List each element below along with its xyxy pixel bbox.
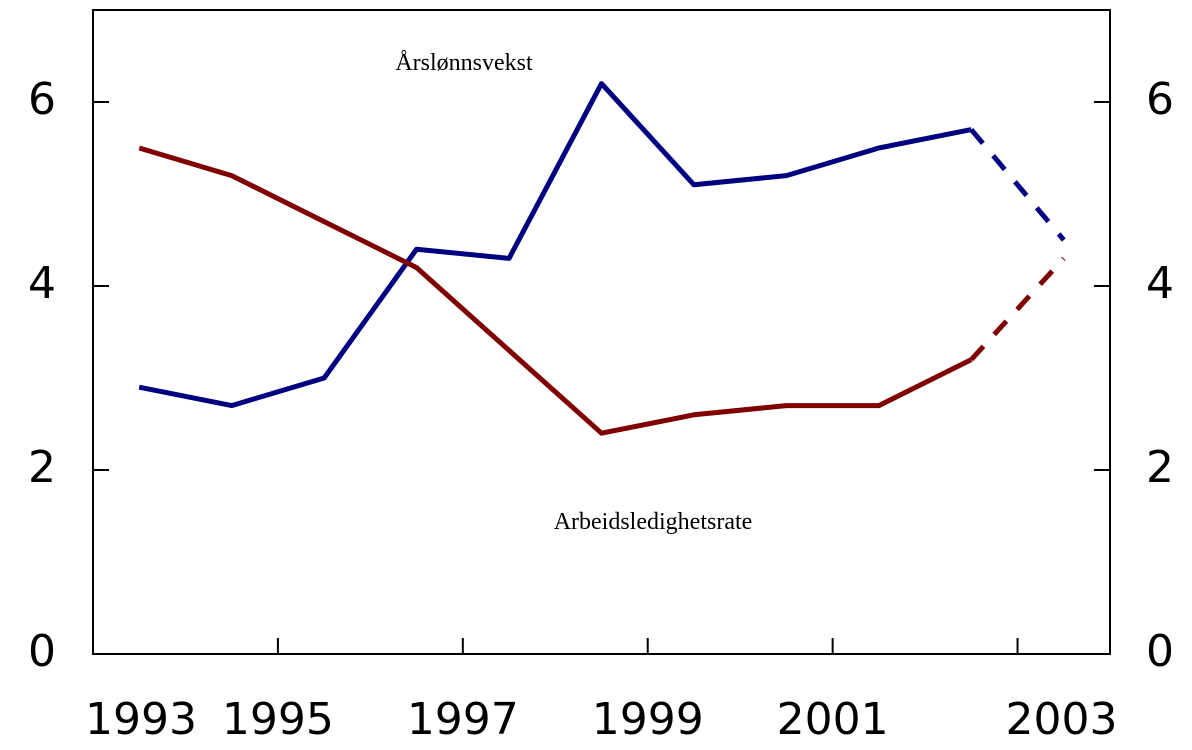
series-label: Årslønnsvekst (395, 50, 533, 76)
forecast-line (969, 256, 1066, 362)
y2-tick-label: 4 (1146, 258, 1174, 309)
x-tick-label: 2003 (1006, 694, 1118, 745)
y-tick-label: 2 (28, 442, 56, 493)
x-tick-label: 2001 (777, 694, 889, 745)
y2-tick-label: 2 (1146, 442, 1174, 493)
y-tick-label: 6 (28, 74, 56, 125)
x-tick-label: 1993 (85, 694, 197, 745)
y2-tick-label: 0 (1146, 626, 1174, 677)
y-tick-label: 4 (28, 258, 56, 309)
x-tick-label: 1999 (592, 694, 704, 745)
forecast-line (969, 127, 1066, 242)
x-tick-label: 1995 (222, 694, 334, 745)
y-tick-label: 0 (28, 626, 56, 677)
series-line (138, 81, 972, 409)
series-line (138, 145, 973, 436)
plot-frame (92, 9, 1111, 655)
y2-tick-label: 6 (1146, 74, 1174, 125)
series-label: Arbeidsledighetsrate (554, 509, 753, 535)
x-tick-label: 1997 (407, 694, 519, 745)
